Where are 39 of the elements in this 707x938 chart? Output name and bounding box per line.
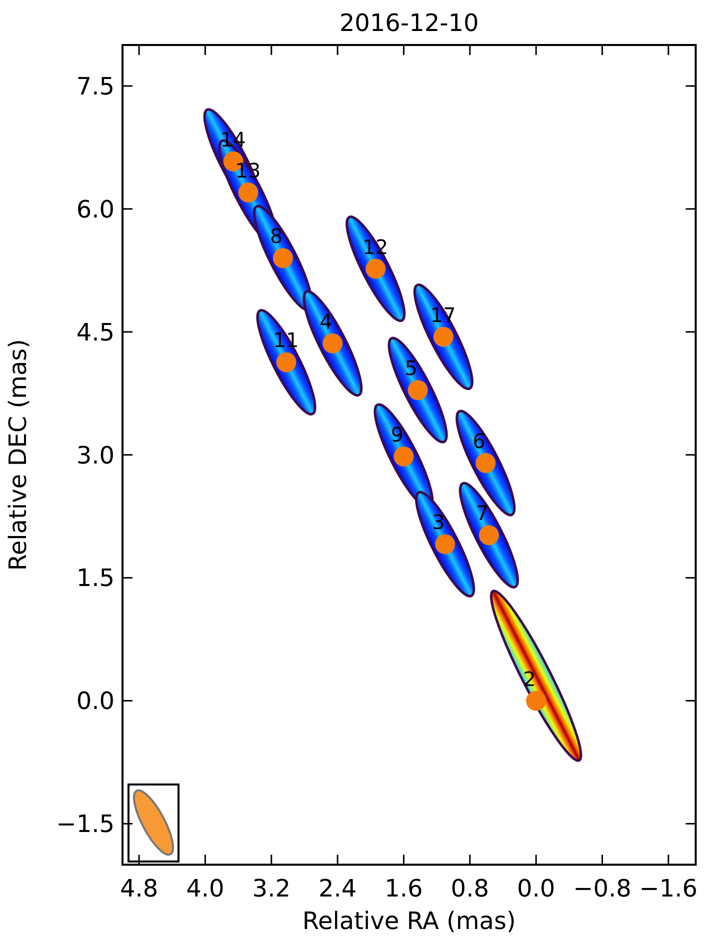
y-tick-label: 0.0 <box>76 687 114 716</box>
x-tick-label: 0.8 <box>450 874 489 903</box>
x-tick-label: −0.8 <box>573 874 632 903</box>
y-axis-title: Relative DEC (mas) <box>4 338 32 571</box>
point <box>322 333 343 354</box>
point <box>435 534 456 554</box>
y-tick-label: 4.5 <box>76 318 114 346</box>
annotation: 6 <box>472 429 486 454</box>
annotation: 5 <box>404 356 418 380</box>
point <box>366 258 386 279</box>
y-tick-label: 7.5 <box>76 72 114 100</box>
point <box>526 690 546 711</box>
point <box>238 182 258 203</box>
annotation: 7 <box>476 501 489 526</box>
annotation: 9 <box>390 422 404 446</box>
point <box>433 326 454 347</box>
point <box>272 248 293 268</box>
point <box>408 380 428 400</box>
y-tick-label: 3.0 <box>76 441 114 470</box>
y-tick-label: −1.5 <box>56 810 114 838</box>
x-tick-label: 1.6 <box>384 874 423 903</box>
annotation: 3 <box>432 510 445 534</box>
y-tick-label: 6.0 <box>76 195 114 224</box>
x-tick-label: 3.2 <box>252 874 290 903</box>
point <box>394 446 414 466</box>
x-tick-label: 4.8 <box>120 874 158 903</box>
point <box>476 453 496 474</box>
annotation: 4 <box>320 309 332 334</box>
x-tick-label: −1.6 <box>639 874 698 903</box>
y-tick-label: 1.5 <box>76 564 114 592</box>
x-tick-label: 4.0 <box>186 874 224 903</box>
annotation: 14 <box>220 127 246 152</box>
x-tick-label: 2.4 <box>318 874 357 903</box>
chart-title: 2016-12-10 <box>339 9 479 37</box>
point <box>478 525 499 546</box>
x-axis-title: Relative RA (mas) <box>302 907 516 935</box>
point <box>276 352 296 372</box>
x-tick-label: 0.0 <box>516 874 556 903</box>
annotation: 8 <box>270 224 283 248</box>
